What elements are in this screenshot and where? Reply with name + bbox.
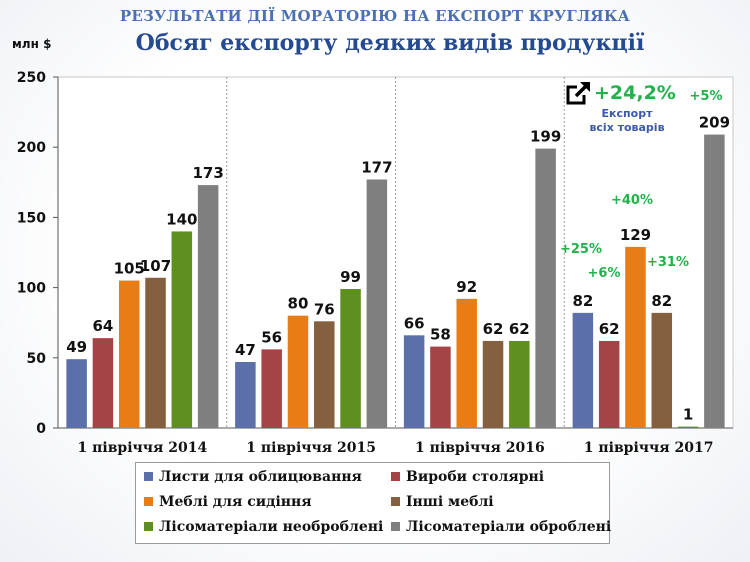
bar [651, 312, 673, 428]
legend-label: Меблі для сидіння [159, 494, 312, 510]
y-tick-label: 50 [27, 351, 47, 367]
data-label: 199 [530, 128, 561, 146]
external-link-icon [566, 81, 591, 105]
bar [598, 340, 620, 428]
y-tick-label: 200 [17, 140, 46, 156]
legend-label: Вироби столярні [406, 469, 545, 485]
legend-item: Вироби столярні [391, 467, 544, 487]
growth-annotation: +31% [647, 255, 689, 270]
bar [261, 349, 282, 428]
legend-item: Інші меблі [391, 492, 494, 512]
data-label: 177 [361, 158, 392, 176]
y-tick-label: 0 [36, 421, 46, 437]
legend-swatch [391, 497, 400, 506]
x-tick-label: 1 півріччя 2017 [584, 440, 714, 456]
bar [430, 346, 451, 428]
data-label: 62 [599, 320, 620, 338]
supertitle: РЕЗУЛЬТАТИ ДІЇ МОРАТОРІЮ НА ЕКСПОРТ КРУГ… [119, 7, 631, 25]
data-label: 1 [683, 406, 693, 424]
legend-label: Лісоматеріали необроблені [159, 519, 384, 535]
chart-legend: Листи для облицювання Вироби столярні Мебл… [135, 462, 611, 544]
data-label: 64 [92, 317, 113, 335]
growth-annotation: +40% [611, 193, 653, 208]
bar [171, 231, 193, 428]
bar [66, 359, 87, 428]
y-tick-label: 100 [17, 281, 46, 297]
legend-item: Листи для облицювання [144, 467, 362, 487]
bar [482, 340, 504, 428]
bar [403, 335, 425, 428]
bar [92, 338, 114, 428]
data-label: 66 [404, 314, 425, 332]
bar [145, 277, 166, 428]
data-label: 105 [114, 260, 145, 278]
data-label: 56 [261, 328, 282, 346]
x-tick-label: 1 півріччя 2016 [415, 440, 545, 456]
legend-swatch [144, 472, 153, 481]
data-label: 62 [483, 320, 504, 338]
chart-title: Обсяг експорту деяких видів продукції [135, 30, 645, 56]
data-label: 80 [288, 295, 309, 313]
legend-item: Лісоматеріали необроблені [144, 517, 383, 537]
bar [314, 321, 335, 428]
growth-annotation: +5% [690, 89, 723, 104]
total-export-label-line2: всіх товарів [589, 121, 665, 134]
legend-swatch [391, 522, 400, 531]
bar [704, 134, 725, 428]
legend-label: Лісоматеріали оброблені [406, 519, 612, 535]
x-tick-label: 1 півріччя 2015 [246, 440, 376, 456]
y-axis-unit-label: млн $ [12, 37, 52, 51]
total-export-change: +24,2% [594, 82, 676, 104]
x-tick-label: 1 півріччя 2014 [78, 440, 208, 456]
data-label: 47 [235, 341, 256, 359]
growth-annotation: +6% [588, 266, 621, 281]
data-label: 49 [66, 338, 87, 356]
data-label: 209 [699, 114, 730, 132]
data-label: 140 [166, 210, 197, 228]
bar [509, 340, 530, 428]
bar [535, 148, 556, 428]
bar [197, 185, 219, 428]
total-export-label: Експорт всіх товарів [582, 107, 672, 135]
legend-item: Лісоматеріали оброблені [391, 517, 611, 537]
bar [287, 315, 309, 428]
bar [572, 312, 594, 428]
bar [456, 298, 477, 428]
total-export-label-line1: Експорт [601, 107, 653, 120]
bar [340, 289, 361, 428]
data-label: 107 [140, 257, 171, 275]
growth-annotation: +25% [560, 242, 602, 257]
data-label: 76 [314, 300, 335, 318]
legend-item: Меблі для сидіння [144, 492, 312, 512]
data-label: 82 [572, 292, 593, 310]
data-label: 82 [651, 292, 672, 310]
data-label: 99 [340, 268, 361, 286]
bar [235, 362, 256, 428]
data-label: 92 [456, 278, 477, 296]
legend-swatch [144, 522, 153, 531]
y-tick-label: 150 [17, 210, 46, 226]
data-label: 62 [509, 320, 530, 338]
legend-label: Листи для облицювання [159, 469, 362, 485]
data-label: 129 [620, 226, 651, 244]
legend-swatch [144, 497, 153, 506]
bar [366, 179, 388, 428]
bar [677, 426, 699, 428]
legend-swatch [391, 472, 400, 481]
y-tick-label: 250 [17, 70, 46, 86]
bar [625, 246, 646, 428]
data-label: 58 [430, 326, 451, 344]
legend-label: Інші меблі [406, 494, 494, 510]
data-label: 173 [192, 164, 223, 182]
bar [118, 280, 140, 428]
